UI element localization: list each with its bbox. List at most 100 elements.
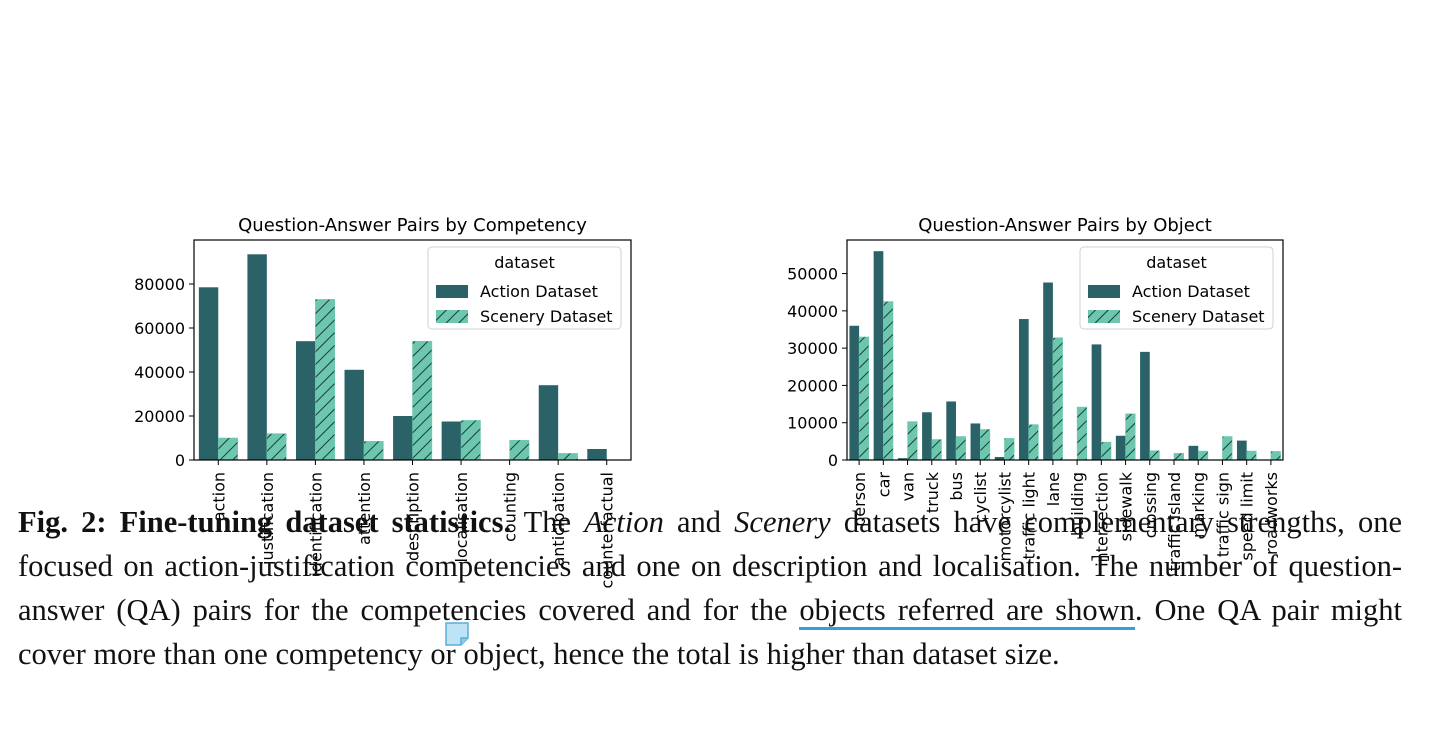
x-tick-label: counterfactual: [598, 472, 617, 588]
bar-action-description: [393, 416, 413, 460]
highlighted-annotation[interactable]: objects referred are shown: [799, 593, 1135, 630]
legend-swatch-scenery: [1088, 310, 1120, 323]
bar-scenery-identification: [315, 299, 336, 461]
y-tick-label: 50000: [787, 265, 838, 284]
caption-text-2: and: [663, 505, 735, 539]
legend-box: [1079, 246, 1274, 330]
x-tick-label: intersection: [1092, 472, 1111, 567]
bar-action-traffic-light: [1018, 319, 1029, 460]
bar-scenery-car: [883, 301, 894, 461]
x-tick-label: action: [209, 472, 228, 521]
x-tick-label: traffic light: [1020, 472, 1039, 559]
bar-action-motorcylist: [994, 457, 1005, 460]
figure-caption: Fig. 2: Fine-tuning dataset statistics. …: [18, 500, 1402, 676]
bar-scenery-intersection: [1101, 441, 1112, 461]
legend-box: [427, 246, 622, 330]
x-tick-label: van: [899, 472, 918, 501]
bar-action-truck: [922, 412, 932, 460]
bar-action-van: [897, 458, 908, 460]
bar-action-anticipation: [538, 385, 559, 460]
chart-title: Question-Answer Pairs by Object: [918, 215, 1212, 236]
caption-action-word: Action: [584, 505, 664, 539]
bar-scenery-traffic-sign: [1222, 436, 1233, 461]
bar-action-person: [849, 325, 860, 460]
bar-scenery-lane: [1052, 337, 1063, 461]
x-tick-label: traffic island: [1165, 472, 1184, 571]
legend-title: dataset: [1146, 253, 1207, 272]
caption-scenery-word: Scenery: [734, 505, 831, 539]
legend-label: Action Dataset: [1132, 282, 1250, 301]
plot-frame: [846, 239, 1284, 461]
y-tick-label: 0: [828, 451, 838, 470]
bar-scenery-roadworks: [1270, 451, 1281, 461]
x-tick-label: counting: [501, 472, 520, 542]
bar-scenery-action: [218, 437, 238, 461]
caption-text-4: . One QA pair might cover more than one …: [18, 593, 1402, 671]
x-tick-label: motorcylist: [995, 472, 1014, 561]
x-tick-label: localisation: [452, 472, 471, 563]
bar-scenery-bus: [955, 436, 966, 461]
bar-scenery-anticipation: [557, 453, 578, 461]
legend-label: Action Dataset: [480, 282, 598, 301]
x-tick-label: justification: [258, 472, 277, 566]
legend-label: Scenery Dataset: [480, 307, 613, 326]
caption-text-3: datasets have complementary strengths, o…: [18, 505, 1402, 627]
bar-scenery-speed-limit: [1246, 450, 1257, 461]
bar-action-attention: [344, 369, 364, 460]
x-tick-label: roadworks: [1262, 472, 1281, 555]
bar-scenery-cyclist: [979, 429, 991, 461]
bar-action-counterfactual: [587, 449, 607, 460]
bar-action-car: [873, 251, 884, 460]
bar-scenery-counting: [509, 439, 530, 461]
plot-frame: [193, 239, 632, 461]
x-tick-label: building: [1068, 472, 1087, 536]
x-tick-label: truck: [923, 471, 942, 513]
object-chart: Question-Answer Pairs by Object person car…: [787, 215, 1284, 571]
sticky-note-icon[interactable]: [444, 621, 470, 647]
y-tick-label: 0: [175, 451, 185, 470]
x-tick-label: bus: [947, 472, 966, 501]
y-tick-label: 20000: [787, 376, 838, 395]
bar-action-speed-limit: [1236, 440, 1247, 460]
x-tick-label: sidewalk: [1117, 471, 1136, 541]
x-tick-label: speed limit: [1238, 472, 1257, 561]
bar-action-bus: [946, 401, 956, 460]
caption-text-1: The: [511, 505, 585, 539]
bar-scenery-crossing: [1149, 450, 1160, 461]
bar-scenery-traffic-island: [1173, 453, 1184, 461]
bar-action-intersection: [1091, 344, 1102, 460]
x-tick-label: anticipation: [549, 472, 568, 567]
x-tick-label: marking: [1189, 472, 1208, 538]
bar-scenery-attention: [363, 441, 384, 461]
y-tick-label: 20000: [134, 407, 185, 426]
legend: dataset Action Dataset Scenery Dataset: [427, 246, 622, 330]
bar-action-identification: [295, 341, 316, 460]
y-tick-label: 40000: [787, 302, 838, 321]
y-tick-label: 30000: [787, 339, 838, 358]
bar-scenery-justification: [266, 433, 287, 461]
x-tick-label: cyclist: [971, 472, 990, 523]
bar-action-cyclist: [970, 423, 981, 460]
bar-action-marking: [1188, 445, 1199, 460]
bar-scenery-truck: [931, 439, 942, 461]
bar-scenery-sidewalk: [1125, 413, 1136, 461]
bar-scenery-motorcylist: [1004, 438, 1015, 461]
y-tick-label: 60000: [134, 319, 185, 338]
x-tick-label: crossing: [1141, 472, 1160, 538]
legend-swatch-action: [1088, 285, 1120, 298]
bar-scenery-localisation: [460, 420, 481, 461]
x-tick-label: person: [850, 472, 869, 527]
bar-scenery-marking: [1197, 450, 1209, 461]
bar-scenery-van: [907, 421, 918, 461]
x-tick-label: identification: [306, 472, 325, 577]
y-tick-label: 40000: [134, 363, 185, 382]
bar-action-lane: [1043, 282, 1053, 460]
legend-label: Scenery Dataset: [1132, 307, 1265, 326]
bar-action-action: [198, 287, 219, 460]
x-tick-label: car: [874, 472, 893, 498]
legend-title: dataset: [494, 253, 555, 272]
legend-swatch-action: [436, 285, 468, 298]
bar-scenery-building: [1076, 406, 1088, 461]
bar-scenery-traffic-light: [1028, 424, 1039, 461]
